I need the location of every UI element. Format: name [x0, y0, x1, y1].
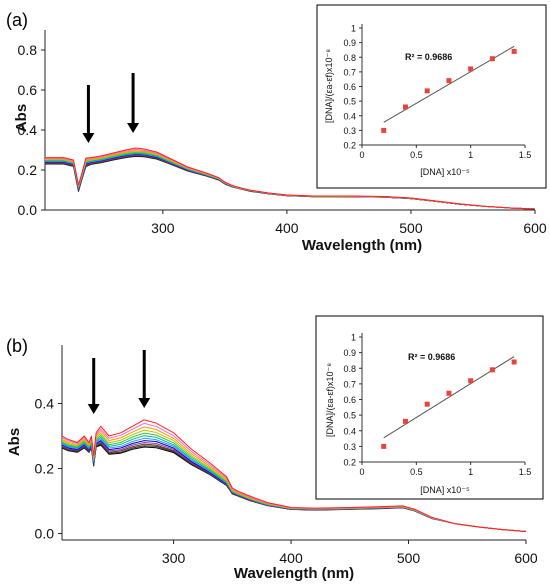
inset-y-tick-label: 0.8	[343, 364, 356, 374]
inset-x-tick-label: 1	[468, 467, 473, 477]
inset-data-point	[446, 390, 452, 396]
spectrum-line	[61, 419, 527, 532]
spectra-group	[45, 147, 536, 210]
down-arrow-head	[82, 133, 95, 143]
inset-data-point	[402, 418, 408, 424]
y-tick-label: 0.4	[18, 122, 38, 138]
inset-y-tick-label: 0.5	[343, 97, 356, 107]
panel-b: (b) 0.0 0.2 0.4 300 400 500 600 Wavelength (nm) A…	[6, 315, 544, 582]
inset-x-tick-label: 1	[468, 150, 473, 160]
inset-data-point	[489, 367, 495, 373]
inset-r-squared-label: R² = 0.9686	[405, 52, 452, 62]
inset-y-tick-label: 0.6	[343, 395, 356, 405]
inset-y-tick-label: 0.2	[343, 141, 356, 151]
inset-y-tick-label: 1	[351, 333, 356, 343]
x-tick-label: 500	[397, 550, 421, 566]
inset-y-tick-label: 0.9	[343, 38, 356, 48]
panel-label: (a)	[6, 10, 28, 30]
x-tick-label: 500	[399, 220, 423, 236]
inset-y-tick-label: 0.2	[343, 458, 356, 468]
inset-frame	[316, 4, 547, 189]
inset-data-point	[468, 66, 474, 72]
inset-data-point	[402, 104, 408, 110]
inset-y-axis-title: [DNA]/(εa-εf)x10⁻⁸	[324, 49, 334, 123]
y-tick-label: 0.8	[18, 42, 38, 58]
y-tick-label: 0.2	[18, 162, 38, 178]
y-axis-title: Abs	[13, 104, 30, 132]
x-axis-title: Wavelength (nm)	[234, 565, 354, 582]
inset-data-point	[511, 48, 517, 54]
inset-data-point	[489, 56, 495, 62]
inset-chart: 0.2 0.3 0.4 0.5 0.6 0.7 0.8 0.9 1 0 0.5 1 1.5 [DNA] x…	[315, 315, 544, 500]
inset-data-point	[446, 78, 452, 84]
inset-data-point	[424, 401, 430, 407]
x-tick-label: 400	[275, 220, 299, 236]
inset-y-tick-label: 0.7	[343, 67, 356, 77]
y-tick-label: 0.6	[18, 82, 38, 98]
inset-y-tick-label: 1	[351, 24, 356, 34]
x-tick-label: 300	[162, 550, 186, 566]
y-tick-label: 0.2	[35, 461, 55, 477]
x-axis-title: Wavelength (nm)	[302, 237, 422, 254]
spectrum-line	[45, 147, 536, 210]
inset-data-point	[381, 443, 387, 449]
inset-y-tick-label: 0.5	[343, 411, 356, 421]
y-tick-label: 0.4	[35, 396, 55, 412]
inset-x-tick-label: 0.5	[410, 467, 423, 477]
inset-x-tick-label: 0.5	[410, 150, 423, 160]
panel-a: (a) 0.0 0.2 0.4 0.6 0.8 300 400 500 600 Wavelength…	[6, 4, 547, 254]
inset-y-tick-label: 0.4	[343, 426, 356, 436]
inset-x-axis-title: [DNA] x10⁻⁵	[420, 485, 470, 495]
inset-frame	[315, 315, 544, 500]
y-tick-label: 0.0	[35, 526, 55, 542]
inset-x-axis-title: [DNA] x10⁻⁵	[420, 167, 470, 177]
x-tick-label: 400	[279, 550, 303, 566]
inset-x-tick-label: 0	[359, 150, 364, 160]
inset-x-tick-label: 1.5	[519, 150, 532, 160]
inset-data-point	[381, 127, 387, 133]
inset-y-tick-label: 0.7	[343, 379, 356, 389]
panel-label: (b)	[6, 336, 28, 356]
inset-chart: 0.2 0.3 0.4 0.5 0.6 0.7 0.8 0.9 1 0 0.5 1 1.5 [DNA] x…	[316, 4, 547, 189]
inset-x-tick-label: 0	[359, 467, 364, 477]
inset-y-tick-label: 0.9	[343, 348, 356, 358]
inset-data-point	[468, 378, 474, 384]
inset-r-squared-label: R² = 0.9686	[408, 352, 455, 362]
down-arrow-head	[138, 398, 151, 408]
inset-y-axis-title: [DNA]/(εa-εf)x10⁻⁸	[325, 363, 335, 437]
x-tick-label: 600	[514, 550, 538, 566]
down-arrow-head	[87, 404, 100, 414]
inset-y-tick-label: 0.3	[343, 126, 356, 136]
inset-data-point	[424, 88, 430, 94]
y-axis-title: Abs	[6, 428, 23, 456]
x-tick-label: 600	[523, 220, 547, 236]
down-arrow-head	[127, 123, 140, 133]
inset-x-tick-label: 1.5	[519, 467, 532, 477]
spectra-group	[61, 419, 527, 532]
inset-y-tick-label: 0.8	[343, 53, 356, 63]
inset-data-point	[511, 359, 517, 365]
inset-y-tick-label: 0.6	[343, 82, 356, 92]
y-tick-label: 0.0	[18, 202, 38, 218]
x-tick-label: 300	[151, 220, 175, 236]
inset-y-tick-label: 0.4	[343, 111, 356, 121]
inset-y-tick-label: 0.3	[343, 442, 356, 452]
